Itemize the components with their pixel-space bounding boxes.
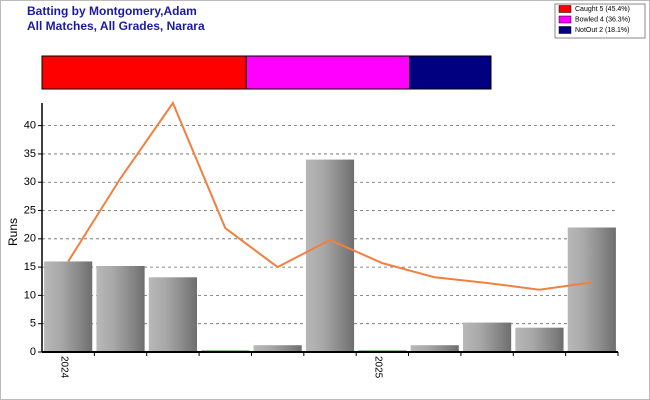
chart-title: Batting by Montgomery,Adam xyxy=(27,4,197,18)
bar xyxy=(410,345,459,352)
bar xyxy=(148,277,197,352)
x-tick-label: 2024 xyxy=(59,356,70,379)
bar xyxy=(567,227,616,352)
legend-label: Bowled 4 (36.3%) xyxy=(575,16,630,23)
dismissal-segment xyxy=(245,55,411,90)
y-tick-label: 0 xyxy=(30,346,36,358)
dismissal-segment xyxy=(409,55,492,90)
y-tick-label: 35 xyxy=(24,148,36,160)
y-tick-label: 10 xyxy=(24,289,36,301)
average-line xyxy=(67,100,592,291)
bar xyxy=(44,261,93,352)
dismissal-segment xyxy=(41,55,247,90)
legend-swatch xyxy=(558,5,572,13)
legend-swatch xyxy=(558,26,572,34)
legend-swatch xyxy=(558,15,572,24)
chart-subtitle: All Matches, All Grades, Narara xyxy=(27,19,205,33)
legend-label: NotOut 2 (18.1%) xyxy=(575,27,629,34)
y-tick-label: 30 xyxy=(24,176,36,188)
y-tick-label: 5 xyxy=(30,318,36,330)
y-tick-label: 20 xyxy=(24,233,36,245)
y-tick-label: 25 xyxy=(24,204,36,216)
bar xyxy=(305,159,355,352)
x-tick-label: 2025 xyxy=(373,356,384,379)
y-tick-label: 15 xyxy=(24,261,36,273)
y-tick-label: 40 xyxy=(24,120,36,132)
bar xyxy=(463,322,512,352)
bar xyxy=(253,345,302,352)
bar xyxy=(515,327,564,352)
y-axis-label: Runs xyxy=(6,218,20,246)
bar xyxy=(96,265,145,352)
legend-label: Caught 5 (45.4%) xyxy=(575,6,630,13)
